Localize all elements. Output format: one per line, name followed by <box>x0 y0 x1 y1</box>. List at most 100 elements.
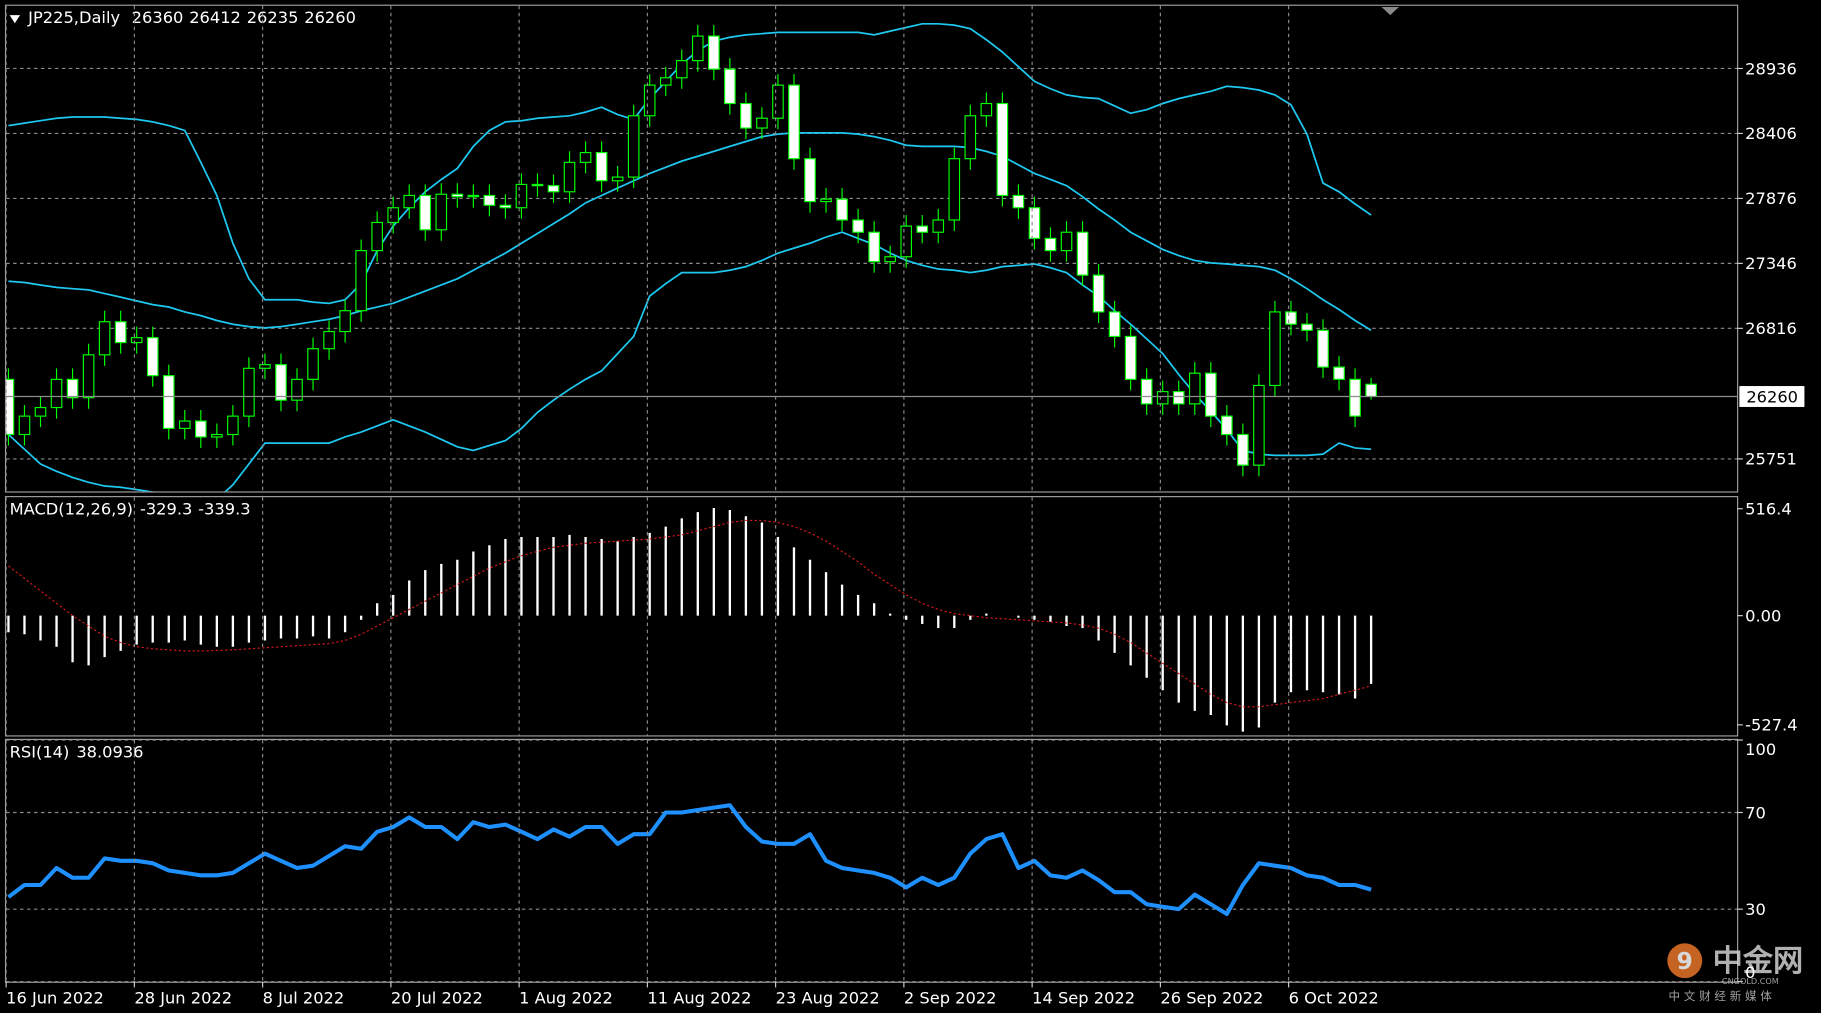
bollinger-band <box>8 132 1372 332</box>
candle-body <box>643 84 656 117</box>
current-price-label: 26260 <box>1746 387 1798 406</box>
candle-body <box>1108 311 1121 338</box>
candle-body <box>227 415 239 436</box>
candle-body <box>1188 372 1201 405</box>
candle-body <box>1140 378 1153 405</box>
candle-body <box>1044 237 1057 252</box>
panel <box>6 22 1738 492</box>
x-tick-label: 23 Aug 2022 <box>776 989 880 1008</box>
menu-triangle[interactable] <box>9 15 21 24</box>
candle-body <box>419 194 432 231</box>
y-tick-label: 30 <box>1745 900 1766 919</box>
candle-body <box>114 321 127 344</box>
watermark-slogan: 中 文 财 经 新 媒 体 <box>1669 989 1773 1003</box>
bollinger-band <box>8 22 1372 305</box>
candle-body <box>275 364 287 401</box>
candle-body <box>1317 329 1329 368</box>
watermark: 9 中金网 CNGOLD.COM 中 文 财 经 新 媒 体 <box>1667 943 1803 1003</box>
candle-body <box>371 221 383 252</box>
candle-body <box>531 183 544 187</box>
candle-body <box>1124 335 1137 380</box>
x-tick-label: 2 Sep 2022 <box>904 989 997 1008</box>
candle-body <box>756 117 768 129</box>
panel-title: JP225,Daily 26360 26412 26235 26260 <box>27 8 356 27</box>
panel-title-value: 38.0936 <box>76 742 143 761</box>
candle-body <box>788 84 800 160</box>
candle-body <box>323 330 335 350</box>
candle-body <box>1301 323 1313 331</box>
candle-body <box>964 115 977 160</box>
candle-body <box>740 102 752 129</box>
panel-title-value: -329.3 <box>140 500 192 519</box>
candle-body <box>243 367 255 417</box>
candle-body <box>467 194 480 198</box>
candle-body <box>339 310 351 333</box>
panel-title-value: 26360 <box>132 8 184 27</box>
y-tick-label: 27876 <box>1745 189 1797 208</box>
candle-body <box>675 60 688 79</box>
candle-body <box>579 151 592 163</box>
x-tick-label: 1 Aug 2022 <box>519 989 613 1008</box>
candle-body <box>499 204 512 209</box>
candle-body <box>563 161 576 193</box>
x-tick-label: 11 Aug 2022 <box>647 989 751 1008</box>
y-tick-label: 28406 <box>1745 124 1797 143</box>
candle-body <box>1204 372 1217 417</box>
current-price-box <box>1739 386 1805 407</box>
candle-body <box>1012 194 1025 209</box>
candle-body <box>146 337 159 377</box>
candle-body <box>211 433 223 438</box>
candle-body <box>451 193 464 198</box>
watermark-logo: 中金网 <box>1713 943 1804 979</box>
candle-body <box>547 185 560 193</box>
panel-title: RSI(14) 38.0936 <box>10 742 144 761</box>
candle-body <box>1156 391 1169 405</box>
candle-body <box>868 231 880 263</box>
candle-body <box>130 337 143 344</box>
panel-title: MACD(12,26,9) -329.3 -339.3 <box>10 500 251 519</box>
candle-body <box>1253 384 1265 466</box>
y-tick-label: -527.4 <box>1745 716 1797 735</box>
x-tick-label: 16 Jun 2022 <box>6 989 104 1008</box>
candle-body <box>387 207 400 224</box>
candle-body <box>836 198 848 221</box>
y-tick-label: 516.4 <box>1745 500 1792 519</box>
y-tick-label: 0 <box>1745 963 1755 982</box>
candle-body <box>627 115 640 178</box>
candle-body <box>162 375 175 429</box>
watermark-logo-mark: 9 <box>1677 948 1693 975</box>
candle-body <box>852 219 864 233</box>
candle-body <box>18 415 31 436</box>
candle-body <box>1285 311 1297 325</box>
candle-body <box>50 378 63 409</box>
candle-body <box>884 256 896 263</box>
y-tick-label: 100 <box>1745 740 1776 759</box>
main-panel-frame <box>4 4 1739 493</box>
candle-body <box>996 102 1009 197</box>
candle-body <box>259 364 271 369</box>
candle-body <box>659 77 672 86</box>
candle-body <box>1333 366 1345 380</box>
candle-body <box>1269 311 1281 387</box>
candle-body <box>900 225 913 258</box>
candle-body <box>6 378 15 436</box>
candle-body <box>916 225 929 233</box>
candle-body <box>34 406 47 417</box>
panel-title-name: MACD(12,26,9) <box>10 500 133 519</box>
rsi-line <box>7 803 1372 917</box>
candle-body <box>178 420 191 429</box>
candle-body <box>1349 378 1361 417</box>
candle-body <box>1237 433 1249 466</box>
panel-title-name: JP225,Daily <box>27 8 120 27</box>
panel <box>6 740 1738 982</box>
candle-body <box>483 194 496 206</box>
x-tick-label: 14 Sep 2022 <box>1032 989 1135 1008</box>
candle-body <box>772 84 784 119</box>
candle-body <box>708 35 720 70</box>
candle-body <box>1172 391 1185 405</box>
x-tick-label: 6 Oct 2022 <box>1289 989 1379 1008</box>
watermark-site: CNGOLD.COM <box>1722 976 1779 986</box>
panel-title-name: RSI(14) <box>10 742 70 761</box>
y-tick-label: 0.00 <box>1745 606 1781 625</box>
